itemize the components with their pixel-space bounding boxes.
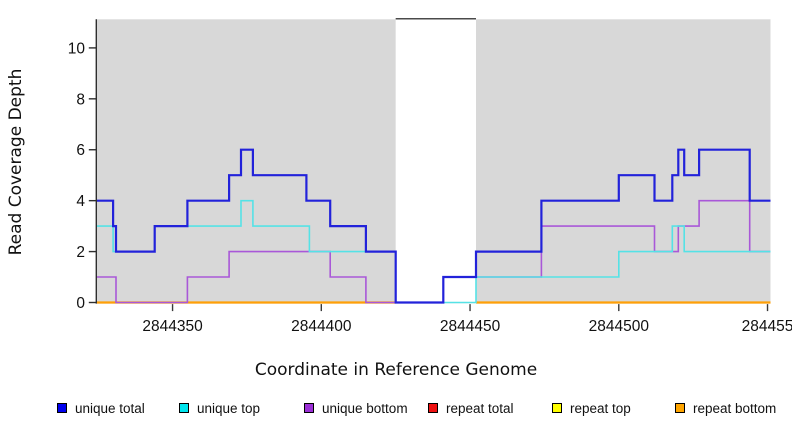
y-tick-label: 6 [76,142,85,159]
x-tick-label: 2844500 [589,318,650,335]
x-axis-title: Coordinate in Reference Genome [254,360,538,380]
y-axis-title: Read Coverage Depth [6,68,26,256]
x-tick-label: 2844400 [291,318,352,335]
y-tick-label: 0 [76,295,85,312]
y-tick-label: 10 [68,40,86,57]
x-tick-label: 2844350 [142,318,203,335]
y-tick-label: 2 [76,244,85,261]
x-tick-label: 2844450 [440,318,501,335]
highlight-band [395,18,476,304]
x-tick-label: 284455 [742,318,792,335]
y-tick-label: 4 [76,193,85,210]
y-tick-label: 8 [76,91,85,108]
series-unique-total [97,148,771,304]
